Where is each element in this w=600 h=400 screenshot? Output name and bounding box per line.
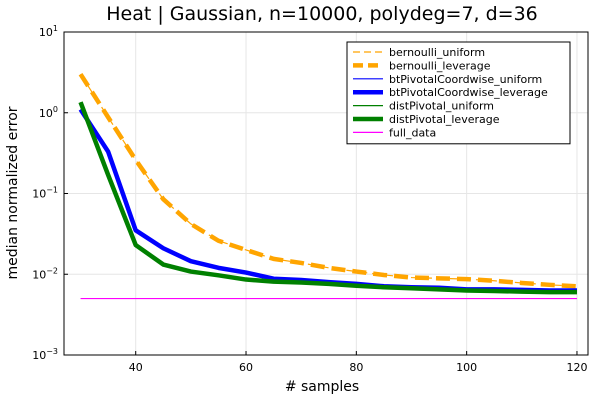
series-line-distPivotal_leverage bbox=[78, 101, 577, 295]
axis-ticks: 40 60 80 100 120 10−3 10−2 10−1 100 101 bbox=[32, 24, 587, 374]
chart-title: Heat | Gaussian, n=10000, polydeg=7, d=3… bbox=[106, 3, 538, 25]
legend-label: bernoulli_uniform bbox=[389, 46, 485, 59]
y-tick-label: 10−1 bbox=[32, 186, 58, 201]
y-tick-label: 10−3 bbox=[32, 347, 58, 362]
legend-box bbox=[346, 41, 571, 145]
x-tick-label: 80 bbox=[349, 361, 363, 374]
legend-label: btPivotalCoordwise_uniform bbox=[389, 73, 542, 86]
legend-label: full_data bbox=[389, 126, 436, 139]
legend-label: distPivotal_leverage bbox=[389, 113, 500, 126]
y-tick-label: 101 bbox=[39, 24, 58, 39]
x-tick-label: 40 bbox=[129, 361, 143, 374]
legend: bernoulli_uniformbernoulli_leveragebtPiv… bbox=[346, 41, 571, 145]
x-tick-label: 120 bbox=[566, 361, 587, 374]
x-axis-label: # samples bbox=[285, 379, 359, 395]
series-lines bbox=[78, 73, 578, 300]
series-line-bernoulli_leverage bbox=[78, 73, 578, 289]
legend-label: btPivotalCoordwise_leverage bbox=[389, 86, 548, 99]
x-tick-label: 100 bbox=[456, 361, 477, 374]
y-tick-label: 10−2 bbox=[32, 266, 58, 281]
legend-label: bernoulli_leverage bbox=[389, 59, 491, 72]
y-axis-label: median normalized error bbox=[5, 106, 21, 279]
y-tick-label: 100 bbox=[39, 105, 58, 120]
legend-label: distPivotal_uniform bbox=[389, 100, 494, 113]
x-tick-label: 60 bbox=[239, 361, 253, 374]
